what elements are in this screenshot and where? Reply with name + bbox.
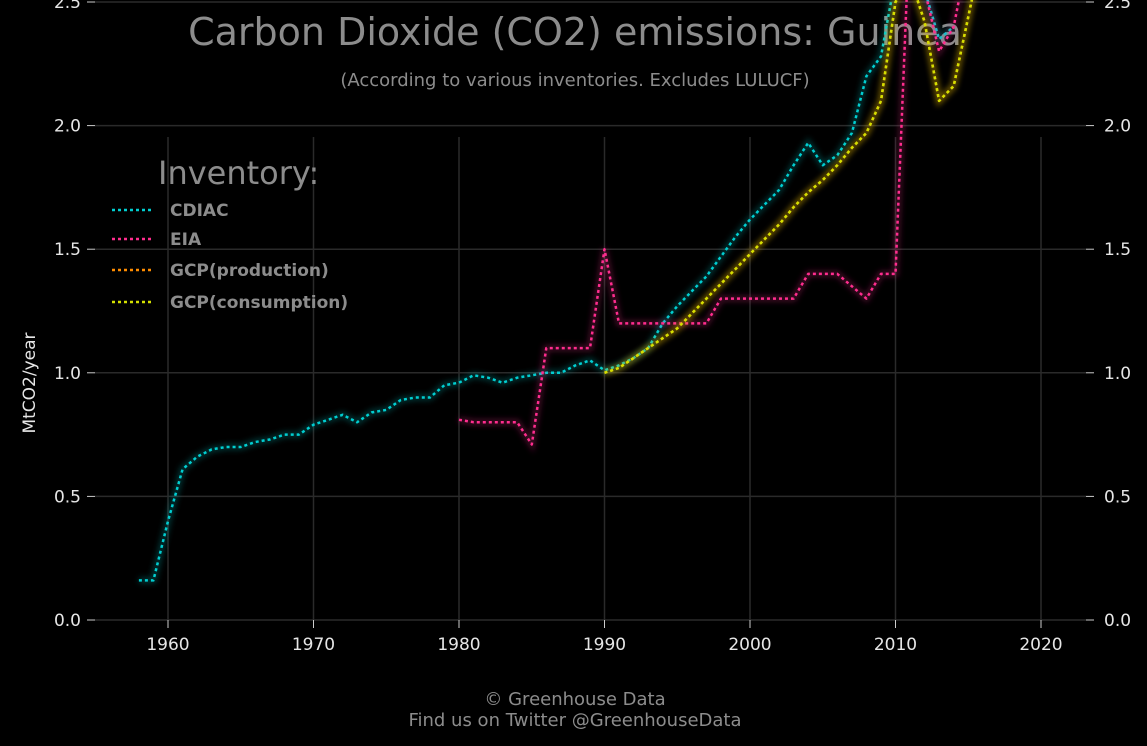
- x-tick-label: 1960: [146, 635, 189, 655]
- x-tick-label: 1980: [437, 635, 480, 655]
- y-tick-label-right: 2.0: [1104, 117, 1131, 137]
- legend-title: Inventory:: [158, 154, 319, 192]
- legend-label-cdiac: CDIAC: [170, 201, 229, 221]
- legend-label-gcp-production: GCP(production): [170, 261, 329, 281]
- x-tick-label: 1970: [292, 635, 335, 655]
- x-tick-label: 2010: [874, 635, 917, 655]
- footer-copyright: © Greenhouse Data: [484, 689, 665, 710]
- legend-label-eia: EIA: [170, 230, 202, 250]
- chart-title: Carbon Dioxide (CO2) emissions: Guinea: [188, 10, 962, 54]
- y-tick-label-left: 1.5: [54, 240, 81, 260]
- y-tick-label-left: 0.5: [54, 487, 81, 507]
- y-tick-label-right: 0.5: [1104, 487, 1131, 507]
- y-tick-label-left: 2.5: [54, 0, 81, 13]
- series-line-gcp-consumption: [604, 0, 974, 374]
- y-axis-label: MtCO2/year: [20, 332, 40, 433]
- y-tick-label-left: 2.0: [54, 117, 81, 137]
- axes: 0.00.00.50.51.01.01.51.52.02.02.52.53.03…: [54, 0, 1131, 655]
- legend-label-gcp-consumption: GCP(consumption): [170, 293, 348, 313]
- x-tick-label: 1990: [583, 635, 626, 655]
- y-tick-label-right: 1.5: [1104, 240, 1131, 260]
- chart-subtitle: (According to various inventories. Exclu…: [340, 70, 809, 91]
- series-line-eia: [458, 0, 961, 446]
- x-tick-label: 2000: [728, 635, 771, 655]
- y-tick-label-right: 2.5: [1104, 0, 1131, 13]
- y-tick-label-left: 0.0: [54, 611, 81, 631]
- footer-twitter: Find us on Twitter @GreenhouseData: [408, 710, 741, 731]
- y-tick-label-right: 0.0: [1104, 611, 1131, 631]
- legend: Inventory: CDIAC EIA GCP(production) GCP(co…: [112, 154, 348, 313]
- y-tick-label-left: 1.0: [54, 364, 81, 384]
- x-tick-label: 2020: [1019, 635, 1062, 655]
- series-layer: [138, 0, 975, 584]
- y-tick-label-right: 1.0: [1104, 364, 1131, 384]
- series-line-cdiac: [138, 0, 955, 582]
